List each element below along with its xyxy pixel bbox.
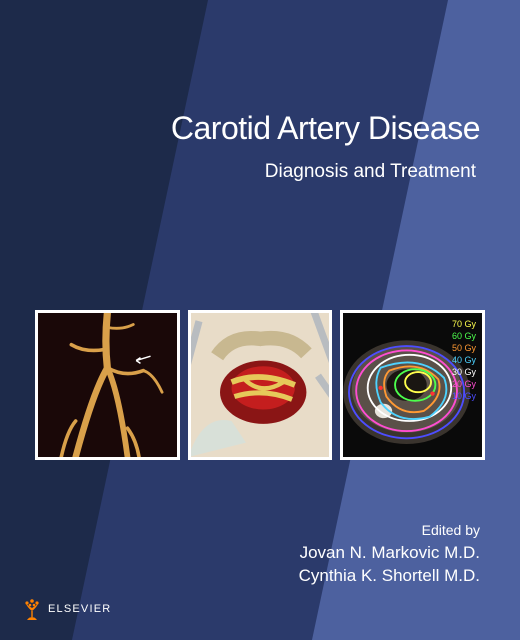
edited-by-label: Edited by xyxy=(299,522,480,538)
editors-block: Edited by Jovan N. Markovic M.D. Cynthia… xyxy=(299,522,480,588)
book-title: Carotid Artery Disease xyxy=(171,110,480,147)
dose-label: 30 Gy xyxy=(452,367,476,377)
surgery-panel xyxy=(188,310,333,460)
angiogram-panel xyxy=(35,310,180,460)
dose-label: 20 Gy xyxy=(452,379,476,389)
image-row: 70 Gy 60 Gy 50 Gy 40 Gy 30 Gy 20 Gy 10 Gy xyxy=(35,310,485,460)
editor-name-1: Jovan N. Markovic M.D. xyxy=(299,542,480,565)
dose-label: 60 Gy xyxy=(452,331,476,341)
dose-map-panel: 70 Gy 60 Gy 50 Gy 40 Gy 30 Gy 20 Gy 10 Gy xyxy=(340,310,485,460)
editor-name-2: Cynthia K. Shortell M.D. xyxy=(299,565,480,588)
dose-label: 10 Gy xyxy=(452,391,476,401)
publisher-name: ELSEVIER xyxy=(48,603,111,615)
book-subtitle: Diagnosis and Treatment xyxy=(171,161,476,183)
dose-label: 50 Gy xyxy=(452,343,476,353)
publisher-block: ELSEVIER xyxy=(22,598,111,620)
book-cover: Carotid Artery Disease Diagnosis and Tre… xyxy=(0,0,520,640)
dose-label: 40 Gy xyxy=(452,355,476,365)
dose-label: 70 Gy xyxy=(452,319,476,329)
title-block: Carotid Artery Disease Diagnosis and Tre… xyxy=(171,110,480,183)
elsevier-tree-icon xyxy=(22,598,42,620)
